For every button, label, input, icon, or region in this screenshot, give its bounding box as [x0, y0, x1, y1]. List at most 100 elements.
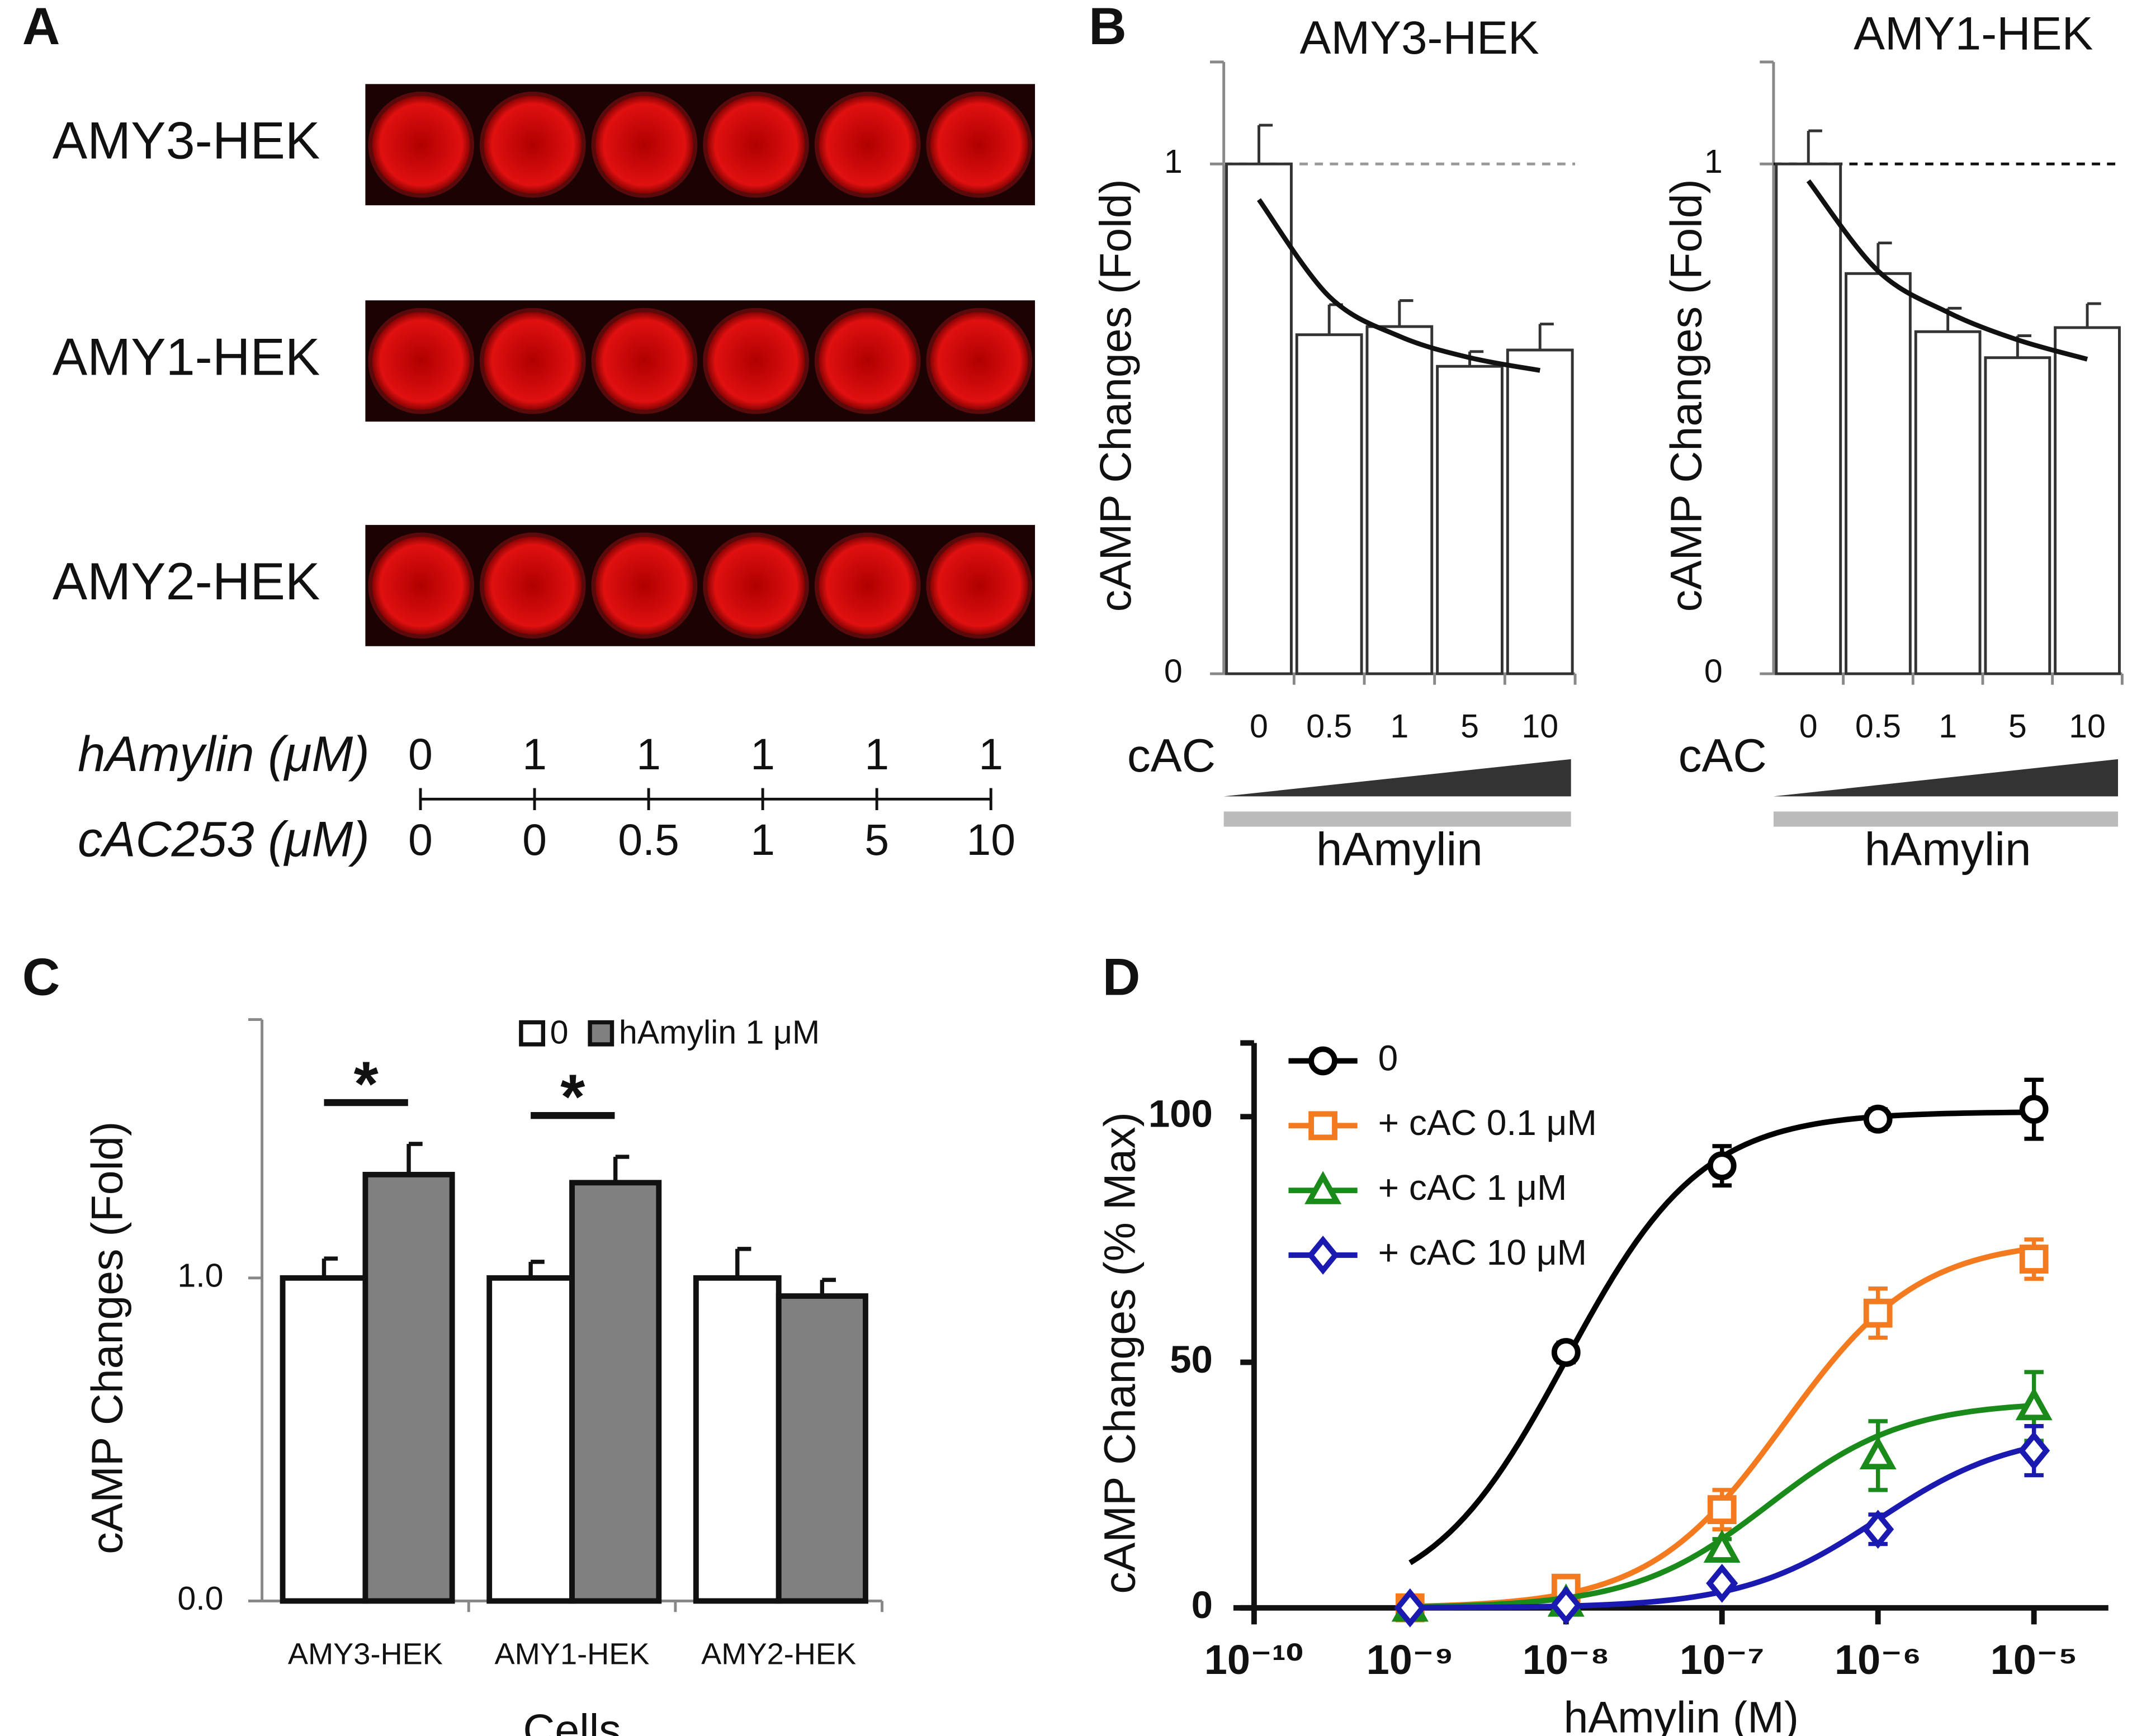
marker: [2019, 1245, 2049, 1274]
legend-label: + cAC 1 μM: [1378, 1167, 1567, 1208]
condition-value: 0: [408, 815, 433, 864]
marker: [1707, 1495, 1737, 1524]
bar: [776, 1293, 868, 1604]
well: [591, 91, 698, 198]
well: [814, 91, 921, 198]
bar: [1436, 365, 1504, 675]
well: [479, 91, 586, 198]
x-tick-label: 10⁻⁸: [1523, 1636, 1610, 1683]
bar: [1225, 162, 1293, 675]
y-tick-label: 1.0: [177, 1256, 223, 1294]
x-tick-label: 1: [1939, 707, 1957, 745]
well: [591, 308, 698, 414]
well: [479, 532, 586, 639]
x-axis-label: hAmylin (M): [1564, 1693, 1799, 1736]
condition-value: 10: [966, 815, 1015, 864]
x-tick-label: 5: [2008, 707, 2027, 745]
hamylin-bar: [1223, 811, 1571, 827]
row-label: AMY3-HEK: [53, 111, 320, 169]
marker: [1859, 1436, 1897, 1470]
row-label: AMY1-HEK: [53, 327, 320, 386]
condition-label: cAC253 (μM): [78, 812, 370, 867]
x-tick-label: 5: [1460, 707, 1479, 745]
bar: [693, 1275, 782, 1604]
marker: [1706, 1564, 1738, 1603]
bar: [1295, 333, 1363, 675]
x-tick-label: 10⁻⁷: [1680, 1636, 1765, 1683]
plate: [365, 524, 1036, 646]
y-tick-label: 1: [1704, 143, 1723, 180]
bar: [1914, 330, 1982, 675]
significance-mark: *: [560, 1061, 585, 1132]
x-tick-label: AMY1-HEK: [494, 1637, 649, 1671]
fit-curve: [1806, 179, 2088, 362]
bar: [1506, 348, 1574, 675]
x-tick-label: 10: [2069, 707, 2106, 745]
legend-label: + cAC 0.1 μM: [1378, 1103, 1597, 1143]
x-tick-label: AMY3-HEK: [288, 1637, 443, 1671]
x-tick-label: 10⁻⁹: [1367, 1636, 1454, 1683]
hamylin-label: hAmylin: [1865, 823, 2031, 876]
y-tick-label: 0: [1164, 652, 1183, 690]
row-label: AMY2-HEK: [53, 552, 320, 611]
y-tick-label: 1: [1164, 143, 1183, 180]
condition-value: 0.5: [618, 815, 679, 864]
y-tick-label: 0: [1192, 1583, 1213, 1626]
well: [368, 91, 475, 198]
marker: [2018, 1431, 2050, 1470]
legend-swatch: [588, 1020, 614, 1047]
legend-marker: [1304, 1171, 1342, 1204]
legend-label: 0: [550, 1013, 569, 1051]
x-tick-label: 10: [1521, 707, 1558, 745]
concentration-wedge: [1223, 759, 1571, 797]
condition-value: 1: [864, 730, 889, 779]
bar: [1775, 162, 1842, 675]
marker: [1862, 1510, 1894, 1549]
bar: [1845, 272, 1912, 675]
well: [368, 532, 475, 639]
y-tick-label: 100: [1148, 1092, 1213, 1135]
well: [814, 308, 921, 414]
marker: [1551, 1338, 1581, 1367]
marker: [1394, 1588, 1426, 1628]
marker: [1863, 1298, 1893, 1328]
well: [368, 308, 475, 414]
y-axis-label: cAMP Changes (Fold): [1661, 179, 1710, 612]
marker: [1863, 1104, 1893, 1134]
marker: [1550, 1586, 1582, 1625]
y-axis-label: cAMP Changes (Fold): [82, 1122, 131, 1554]
bar: [1984, 356, 2051, 675]
condition-value: 1: [978, 730, 1003, 779]
condition-value: 1: [522, 730, 547, 779]
x-tick-label: 0.5: [1306, 707, 1352, 745]
legend-swatch: [519, 1020, 546, 1047]
x-tick-label: 10⁻⁶: [1835, 1636, 1921, 1683]
legend-marker: [1307, 1236, 1339, 1275]
chart-title: AMY3-HEK: [1299, 11, 1539, 64]
y-tick-label: 0.0: [177, 1579, 223, 1617]
marker: [1703, 1529, 1741, 1563]
well: [703, 532, 809, 639]
well: [479, 308, 586, 414]
well: [926, 91, 1033, 198]
condition-value: 1: [636, 730, 661, 779]
condition-value: 0: [522, 815, 547, 864]
condition-value: 0: [408, 730, 433, 779]
y-tick-label: 50: [1170, 1338, 1213, 1381]
x-tick-label: 0: [1250, 707, 1268, 745]
legend-marker: [1308, 1046, 1337, 1076]
x-tick-label: 1: [1390, 707, 1408, 745]
y-axis-label: cAMP Changes (% Max): [1095, 1112, 1145, 1594]
well: [814, 532, 921, 639]
concentration-wedge: [1773, 759, 2118, 797]
condition-label: hAmylin (μM): [78, 726, 370, 782]
x-tick-label: 0.5: [1855, 707, 1901, 745]
plate: [365, 300, 1036, 422]
well: [703, 308, 809, 414]
hamylin-bar: [1773, 811, 2118, 827]
legend-label: + cAC 10 μM: [1378, 1232, 1587, 1273]
marker: [2019, 1095, 2049, 1124]
plate: [365, 84, 1036, 206]
